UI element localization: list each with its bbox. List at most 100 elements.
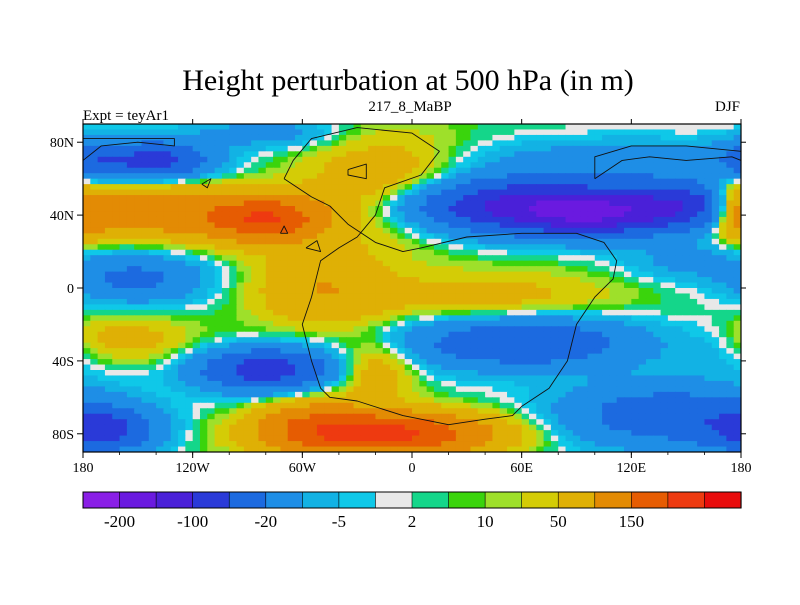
- field-cell: [499, 293, 508, 300]
- field-cell: [441, 189, 450, 196]
- field-cell: [580, 255, 589, 262]
- field-cell: [382, 288, 391, 295]
- field-cell: [419, 402, 428, 409]
- field-cell: [536, 320, 545, 327]
- field-cell: [433, 331, 442, 338]
- field-cell: [645, 309, 654, 316]
- field-cell: [251, 266, 260, 273]
- field-cell: [156, 173, 165, 180]
- field-cell: [236, 331, 245, 338]
- field-cell: [221, 320, 230, 327]
- field-cell: [126, 162, 135, 169]
- field-cell: [719, 134, 727, 141]
- field-cell: [675, 277, 684, 284]
- field-cell: [178, 244, 186, 251]
- field-cell: [565, 238, 574, 245]
- field-cell: [163, 342, 172, 349]
- field-cell: [448, 134, 457, 141]
- field-cell: [492, 304, 501, 311]
- field-cell: [258, 277, 267, 284]
- field-cell: [360, 238, 369, 245]
- field-cell: [455, 167, 464, 174]
- field-cell: [543, 419, 552, 426]
- field-cell: [550, 129, 559, 136]
- field-cell: [280, 145, 289, 152]
- field-cell: [331, 222, 340, 229]
- field-cell: [368, 315, 377, 322]
- field-cell: [316, 151, 325, 158]
- field-cell: [675, 342, 684, 349]
- field-cell: [499, 249, 508, 256]
- field-cell: [104, 206, 113, 213]
- field-cell: [236, 277, 245, 284]
- field-cell: [514, 293, 523, 300]
- field-cell: [528, 282, 537, 289]
- field-cell: [397, 364, 406, 371]
- field-cell: [463, 129, 472, 136]
- field-cell: [112, 167, 121, 174]
- field-cell: [412, 326, 420, 333]
- field-cell: [280, 124, 289, 131]
- field-cell: [199, 140, 208, 147]
- field-cell: [514, 370, 523, 377]
- field-cell: [580, 364, 589, 371]
- field-cell: [616, 216, 625, 223]
- field-cell: [221, 402, 230, 409]
- field-cell: [338, 380, 347, 387]
- field-cell: [331, 277, 340, 284]
- field-cell: [448, 200, 457, 207]
- field-cell: [119, 337, 128, 344]
- field-cell: [697, 304, 706, 311]
- field-cell: [463, 189, 472, 196]
- field-cell: [236, 353, 245, 360]
- field-cell: [119, 282, 128, 289]
- field-cell: [485, 167, 494, 174]
- field-cell: [265, 402, 274, 409]
- field-cell: [368, 282, 377, 289]
- field-cell: [229, 413, 238, 420]
- field-cell: [412, 184, 420, 191]
- field-cell: [163, 277, 172, 284]
- field-cell: [404, 337, 413, 344]
- field-cell: [141, 167, 150, 174]
- field-cell: [441, 178, 450, 185]
- field-cell: [397, 227, 406, 234]
- field-cell: [638, 211, 647, 218]
- field-cell: [170, 342, 179, 349]
- field-cell: [433, 162, 442, 169]
- field-cell: [397, 397, 406, 404]
- field-cell: [419, 266, 428, 273]
- field-cell: [134, 260, 143, 267]
- field-cell: [697, 260, 706, 267]
- field-cell: [229, 260, 238, 267]
- field-cell: [119, 200, 128, 207]
- field-cell: [309, 348, 318, 355]
- field-cell: [719, 233, 727, 240]
- field-cell: [353, 189, 362, 196]
- field-cell: [550, 320, 559, 327]
- field-cell: [353, 277, 362, 284]
- field-cell: [192, 298, 201, 305]
- field-cell: [433, 304, 442, 311]
- field-cell: [550, 233, 559, 240]
- field-cell: [653, 364, 662, 371]
- field-cell: [426, 386, 435, 393]
- field-cell: [302, 353, 311, 360]
- field-cell: [419, 293, 428, 300]
- field-cell: [346, 304, 355, 311]
- field-cell: [587, 402, 596, 409]
- field-cell: [470, 419, 479, 426]
- field-cell: [134, 167, 143, 174]
- field-cell: [514, 227, 523, 234]
- field-cell: [83, 391, 91, 398]
- field-cell: [580, 348, 589, 355]
- field-cell: [251, 184, 260, 191]
- field-cell: [243, 216, 252, 223]
- field-cell: [221, 375, 230, 382]
- field-cell: [104, 408, 113, 415]
- field-cell: [236, 386, 245, 393]
- field-cell: [448, 238, 457, 245]
- field-cell: [536, 386, 545, 393]
- field-cell: [667, 293, 676, 300]
- field-cell: [178, 151, 186, 158]
